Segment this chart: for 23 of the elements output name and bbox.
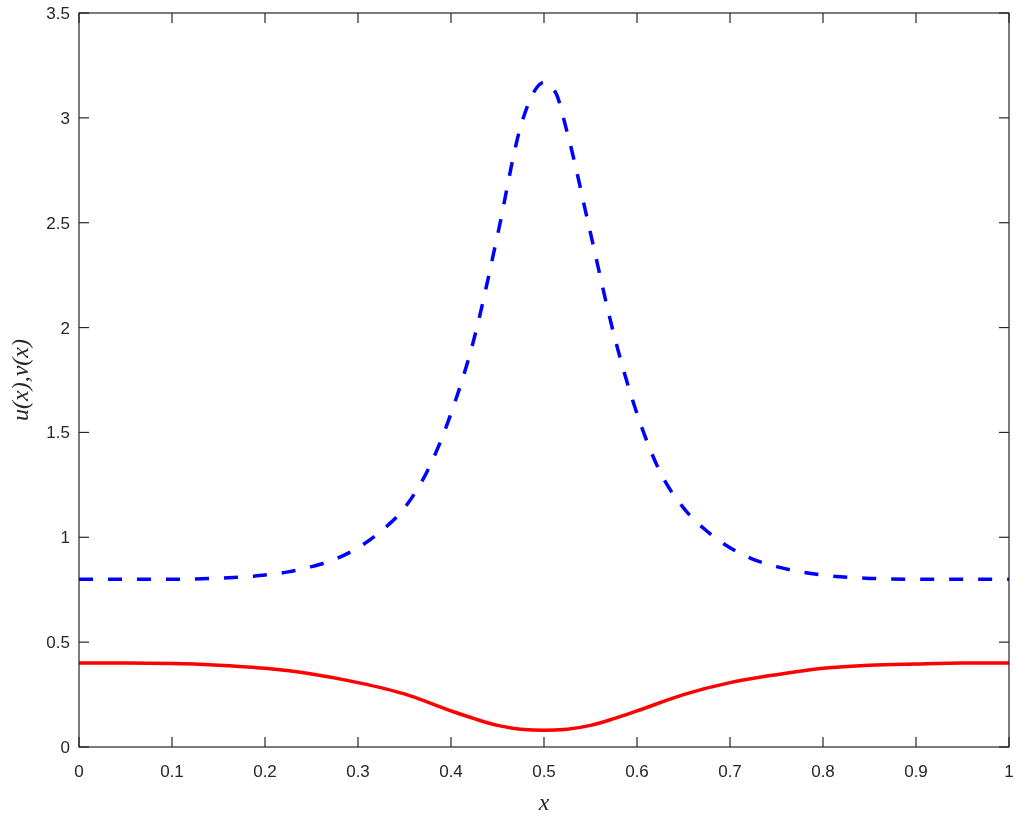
x-tick-label: 0.7 (718, 762, 742, 781)
x-tick-label: 0.4 (439, 762, 463, 781)
x-tick-label: 1 (1004, 762, 1014, 781)
y-tick-label: 3.5 (46, 3, 70, 23)
x-tick-label: 0.8 (811, 762, 835, 781)
line-series (79, 80, 1009, 581)
x-tick-label: 0.9 (904, 762, 928, 781)
x-tick-label: 0 (74, 762, 84, 781)
x-tick-label: 0.5 (532, 762, 556, 781)
line-series (79, 661, 1009, 732)
y-tick-label: 3 (60, 108, 70, 128)
y-tick-label: 1.5 (46, 423, 70, 443)
y-tick-label: 0 (60, 737, 70, 757)
y-tick-label: 0.5 (46, 633, 70, 653)
y-tick-label: 2 (60, 318, 70, 338)
x-axis-title: x (537, 789, 550, 815)
x-tick-label: 0.2 (253, 762, 277, 781)
y-axis-title: u(x),v(x) (7, 339, 33, 421)
x-tick-label: 0.6 (625, 762, 649, 781)
x-tick-label: 0.1 (160, 762, 184, 781)
y-tick-label: 1 (60, 528, 70, 548)
x-tick-label: 0.3 (346, 762, 370, 781)
y-tick-label: 2.5 (46, 213, 70, 233)
